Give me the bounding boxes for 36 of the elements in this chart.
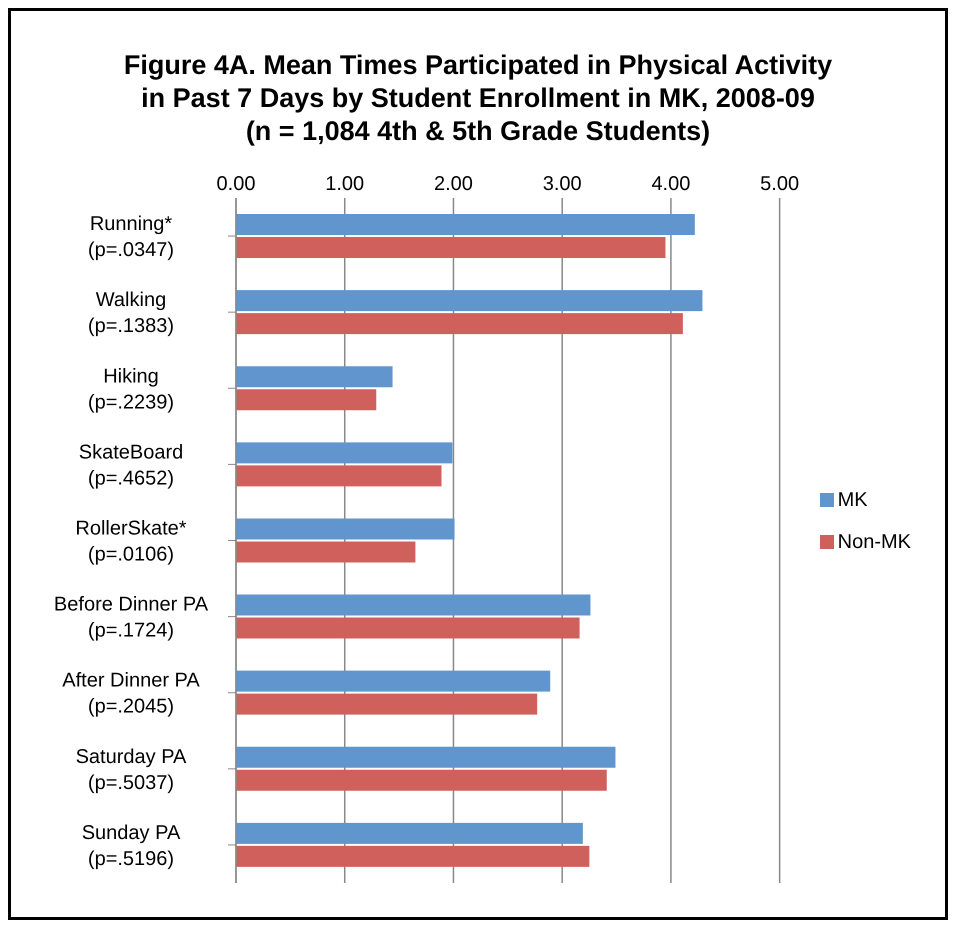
y-tick-label: After Dinner PA (p=.2045) [62,670,200,718]
bar [236,746,616,768]
bar [236,822,583,844]
bar [236,670,550,692]
legend-label: MK [838,488,868,510]
bar [236,366,393,388]
y-tick-label: Walking (p=.1383) [88,289,174,338]
bar [236,313,683,334]
y-tick-label: Running* (p=.0347) [88,213,174,262]
bar [236,694,538,715]
x-tick-label: 3.00 [542,173,582,195]
bar [236,290,702,312]
bar [236,846,590,867]
bar [236,594,590,616]
y-tick-label: Before Dinner PA (p=.1724) [54,594,209,642]
y-tick-label: SkateBoard (p=.4652) [78,441,184,490]
bar [236,237,666,258]
legend-label: Non-MK [838,530,911,552]
x-tick-label: 0.00 [216,173,256,195]
y-tick-label: Saturday PA (p=.5037) [76,746,188,794]
x-tick-label: 1.00 [325,173,364,195]
bar [236,541,416,562]
bar [236,214,695,235]
y-tick-label: RollerSkate* (p=.0106) [75,518,187,566]
bar [236,770,607,791]
y-tick-label: Sunday PA (p=.5196) [82,822,181,870]
x-tick-label: 4.00 [651,173,690,195]
bar [236,465,442,486]
bar [236,442,452,464]
chart-title: Figure 4A. Mean Times Participated in Physical Activity in Past 7 Days by Student Enrollment in MK, 2008-09 (n = 1,084 4th & 5th Grade Students) [122,49,834,148]
bar [236,618,580,639]
y-tick-label: Hiking (p=.2239) [88,365,174,414]
x-tick-label: 2.00 [434,173,473,195]
x-tick-label: 5.00 [760,173,800,195]
bar [236,389,376,410]
bar [236,518,455,540]
